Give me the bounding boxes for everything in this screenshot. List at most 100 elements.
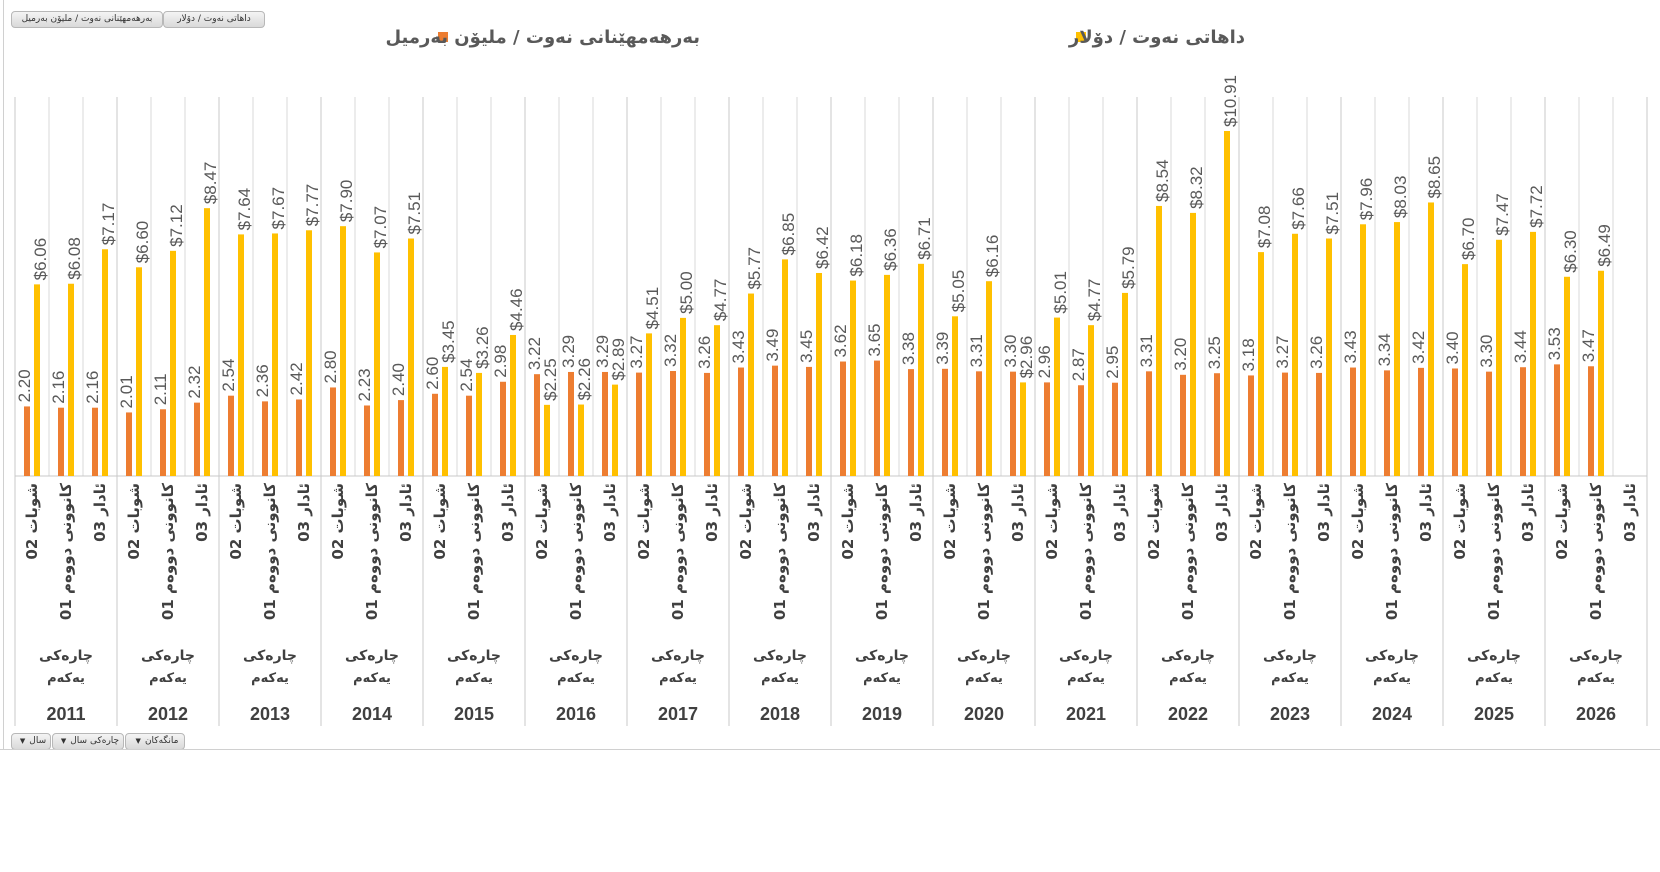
year-label: 2024 [1372, 704, 1412, 724]
bar-production [262, 401, 268, 476]
filter-button-year[interactable]: ▼ سال [11, 733, 51, 750]
month-label: 01 کانوونی دووەم [1587, 483, 1605, 620]
quarter-label: یەکەم [1577, 671, 1615, 686]
month-label: 01 کانوونی دووەم [873, 483, 891, 620]
data-label-production: 3.25 [1205, 336, 1224, 369]
data-label-production: 3.44 [1511, 330, 1530, 363]
bar-revenue [1462, 264, 1468, 476]
data-label-production: 2.60 [423, 357, 442, 390]
filter-button-months[interactable]: ▼ مانگەکان [125, 733, 185, 750]
bar-production [1384, 370, 1390, 476]
data-label-production: 3.38 [899, 332, 918, 365]
data-label-revenue: $6.70 [1459, 218, 1478, 261]
data-label-revenue: $7.64 [235, 188, 254, 231]
data-label-production: 2.16 [49, 371, 68, 404]
data-label-revenue: $4.77 [711, 279, 730, 322]
data-label-revenue: $6.49 [1595, 224, 1614, 267]
bar-production [1520, 367, 1526, 476]
bar-revenue [102, 249, 108, 476]
month-label: 02 شوبات [1043, 483, 1061, 560]
legend-label-production: بەرهەمهێنانی نەوت / ملیۆن بەرمیل [385, 27, 700, 48]
bar-revenue [1088, 325, 1094, 476]
bar-production [194, 402, 200, 476]
field-button-revenue[interactable]: داهاتی نەوت / دۆلار [163, 11, 265, 28]
quarter-label: یەکەم [863, 671, 901, 686]
data-label-revenue: $4.77 [1085, 279, 1104, 322]
quarter-label: چارەکی [1161, 648, 1215, 664]
year-label: 2019 [862, 704, 902, 724]
data-label-revenue: $7.17 [99, 203, 118, 246]
bar-revenue [884, 274, 890, 476]
quarter-label: چارەکی [549, 648, 603, 664]
data-label-production: 2.36 [253, 364, 272, 397]
data-label-revenue: $2.96 [1017, 336, 1036, 379]
bar-production [1350, 367, 1356, 476]
bar-revenue [34, 284, 40, 476]
data-label-revenue: $6.06 [31, 238, 50, 281]
bar-revenue [510, 334, 516, 476]
field-button-production[interactable]: بەرهەمهێنانی نەوت / ملیۆن بەرمیل [11, 11, 163, 28]
month-label: 02 شوبات [1247, 483, 1265, 560]
month-label: 03 ئادار [193, 483, 211, 542]
filter-button-quarter[interactable]: ▼ چارەکی سال [52, 733, 124, 750]
data-label-production: 3.65 [865, 323, 884, 356]
bar-production [840, 361, 846, 476]
bar-production [602, 371, 608, 476]
data-label-revenue: $7.47 [1493, 193, 1512, 236]
quarter-label: یەکەم [1169, 671, 1207, 686]
quarter-label: چارەکی [1467, 648, 1521, 664]
bar-production [1010, 371, 1016, 476]
data-label-revenue: $6.42 [813, 226, 832, 269]
data-label-revenue: $8.65 [1425, 156, 1444, 199]
quarter-label: چارەکی [141, 648, 195, 664]
data-label-revenue: $8.03 [1391, 176, 1410, 219]
bar-production [1180, 374, 1186, 476]
year-label: 2016 [556, 704, 596, 724]
data-label-revenue: $6.36 [881, 228, 900, 271]
bar-revenue [1564, 276, 1570, 476]
bar-revenue [1598, 270, 1604, 476]
month-label: 02 شوبات [941, 483, 959, 560]
data-label-production: 3.49 [763, 329, 782, 362]
month-label: 01 کانوونی دووەم [159, 483, 177, 620]
bar-production [296, 399, 302, 476]
data-label-production: 3.31 [1137, 334, 1156, 367]
month-label: 02 شوبات [1145, 483, 1163, 560]
month-label: 03 ئادار [1621, 483, 1639, 542]
year-label: 2015 [454, 704, 494, 724]
data-label-production: 3.40 [1443, 331, 1462, 364]
data-label-revenue: $5.01 [1051, 271, 1070, 314]
data-label-revenue: $6.85 [779, 213, 798, 256]
bar-revenue [646, 333, 652, 476]
bar-production [806, 366, 812, 476]
data-label-production: 2.42 [287, 362, 306, 395]
bar-revenue [782, 259, 788, 476]
bar-production [58, 407, 64, 476]
year-label: 2025 [1474, 704, 1514, 724]
data-label-revenue: $5.77 [745, 247, 764, 290]
year-label: 2017 [658, 704, 698, 724]
month-label: 02 شوبات [227, 483, 245, 560]
bar-production [534, 374, 540, 476]
bar-production [908, 369, 914, 476]
month-label: 02 شوبات [635, 483, 653, 560]
month-label: 02 شوبات [839, 483, 857, 560]
data-label-production: 3.22 [525, 337, 544, 370]
data-label-revenue: $6.18 [847, 234, 866, 277]
bar-production [1112, 382, 1118, 476]
month-label: 01 کانوونی دووەم [567, 483, 585, 620]
quarter-label: چارەکی [855, 648, 909, 664]
data-label-revenue: $8.32 [1187, 166, 1206, 209]
chart-bottom-border [0, 749, 1660, 750]
month-label: 01 کانوونی دووەم [465, 483, 483, 620]
bar-production [772, 365, 778, 476]
quarter-label: یەکەم [965, 671, 1003, 686]
data-label-production: 2.23 [355, 368, 374, 401]
bar-revenue [170, 250, 176, 476]
data-label-production: 3.18 [1239, 338, 1258, 371]
month-label: 01 کانوونی دووەم [1485, 483, 1503, 620]
data-label-production: 2.11 [151, 373, 170, 405]
bar-revenue [986, 281, 992, 476]
data-label-revenue: $7.72 [1527, 185, 1546, 228]
data-label-production: 3.39 [933, 332, 952, 365]
